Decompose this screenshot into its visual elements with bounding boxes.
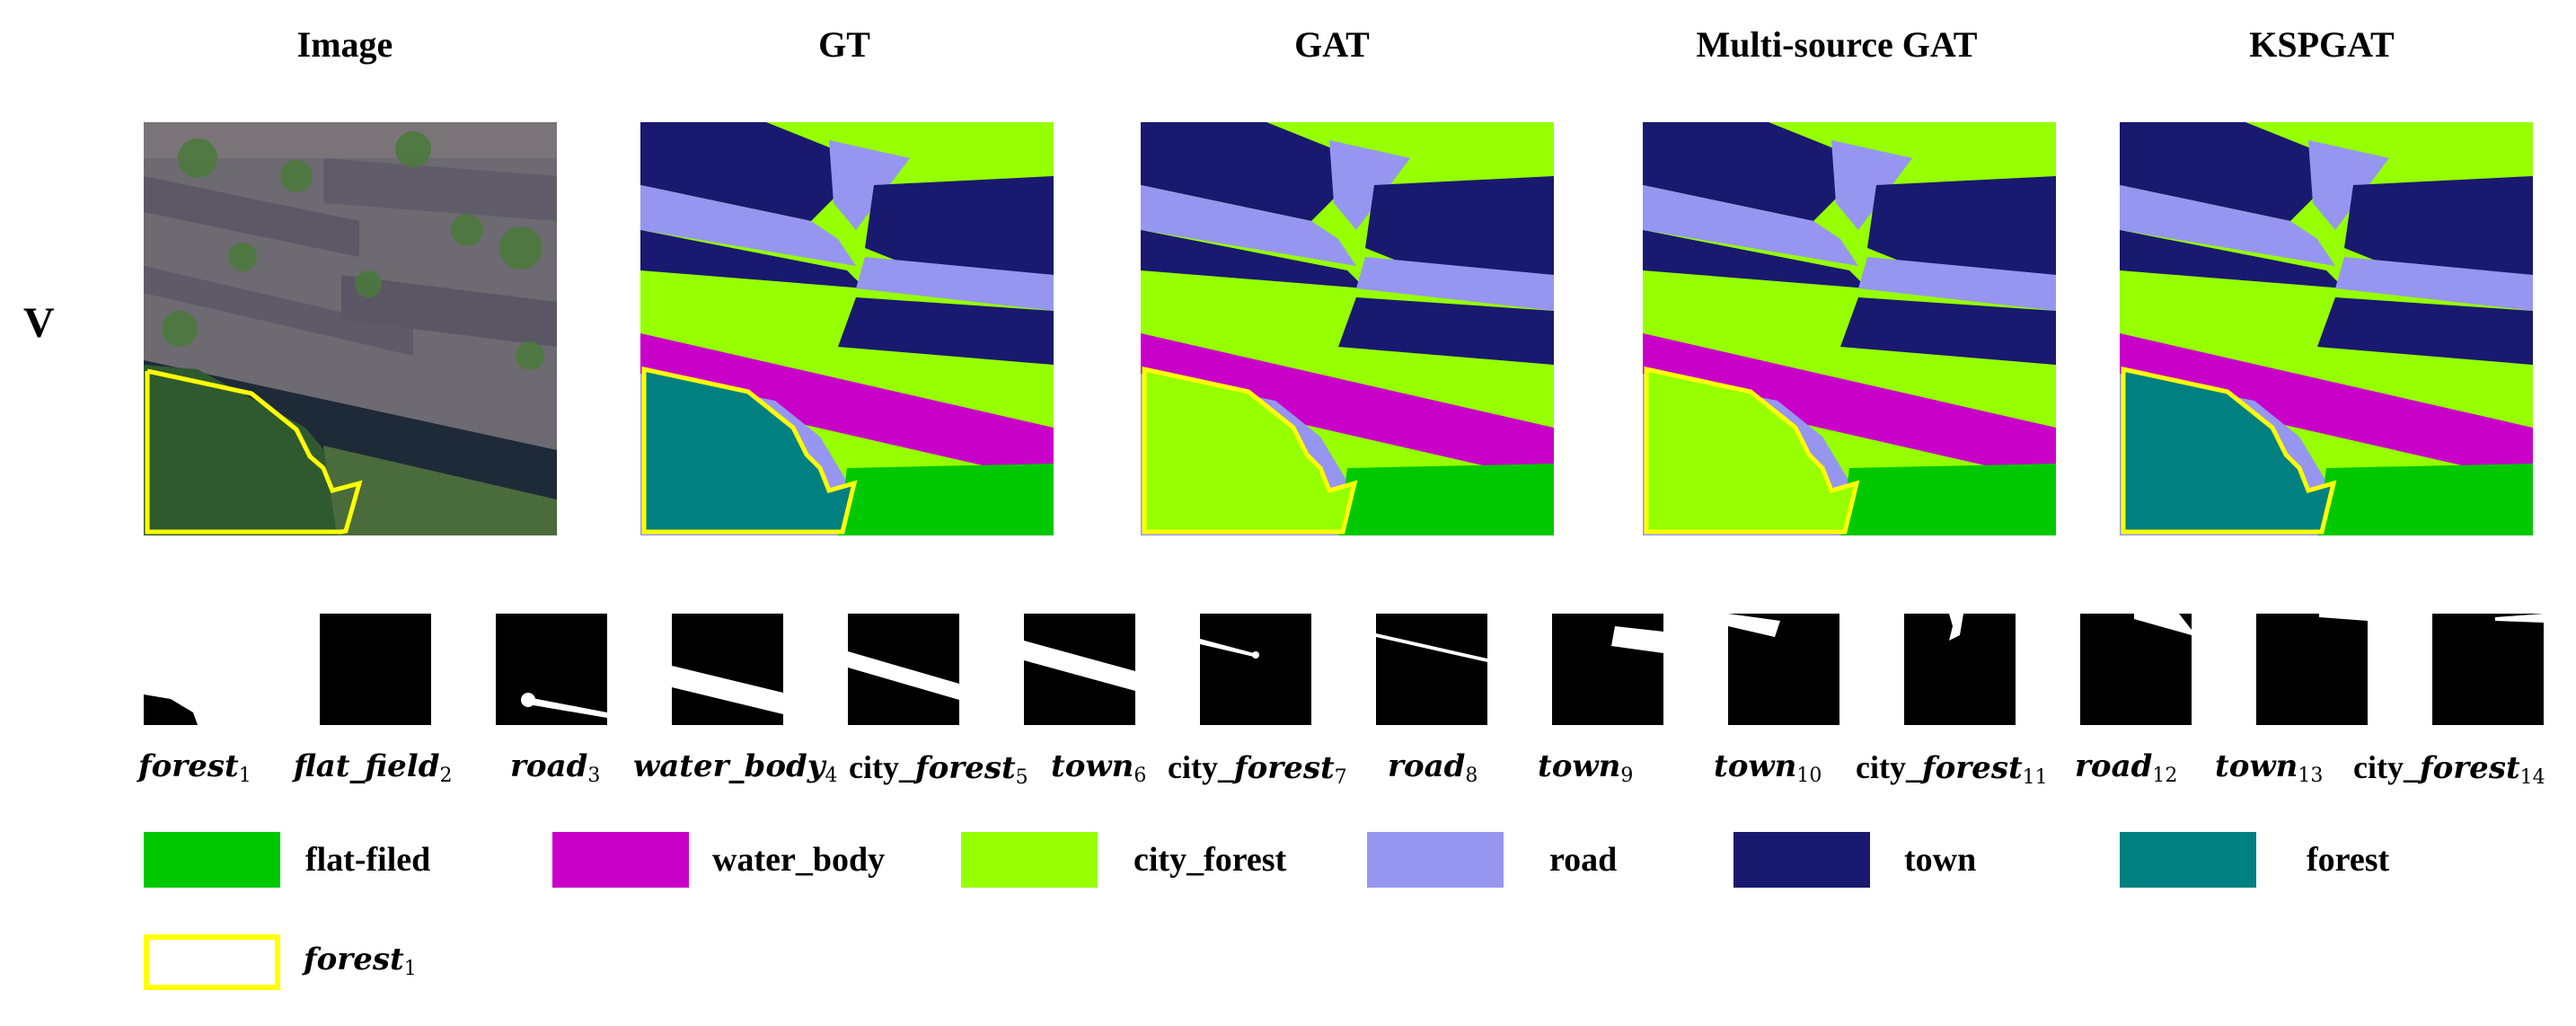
mask-town-13: [2256, 614, 2368, 725]
col-title-kspgat: KSPGAT: [2249, 24, 2395, 65]
mask-flat-field-2: [320, 614, 431, 725]
aerial-image: [144, 122, 557, 535]
mask-label: flat_field2: [294, 748, 453, 787]
mask-label: town13: [2215, 748, 2324, 787]
mask-label: water_body4: [633, 748, 838, 787]
legend-swatch-town: [1734, 832, 1870, 888]
mask-forest-1: [144, 614, 255, 725]
multi-source-gat-map: [1643, 122, 2056, 535]
legend-label-forest: forest: [2307, 841, 2390, 879]
row-label: V: [23, 299, 55, 347]
mask-label: city_forest11: [1856, 749, 2048, 789]
gat-map: [1141, 122, 1554, 535]
mask-label: forest1: [138, 748, 251, 787]
col-title-image: Image: [296, 24, 393, 65]
col-title-gt: GT: [818, 24, 870, 65]
gt-map: [640, 122, 1054, 535]
legend-swatch-highlight: [144, 934, 280, 990]
mask-label: road3: [510, 748, 601, 787]
mask-road-12: [2080, 614, 2192, 725]
legend-label-water-body: water_body: [712, 841, 886, 879]
col-title-multi-source-gat: Multi-source GAT: [1696, 24, 1978, 65]
mask-label: road8: [1388, 748, 1478, 787]
mask-label: road12: [2075, 748, 2178, 787]
mask-label: city_forest14: [2353, 749, 2545, 789]
legend-swatch-water-body: [552, 832, 689, 888]
kspgat-map: [2120, 122, 2533, 535]
legend-swatch-forest: [2120, 832, 2256, 888]
legend-swatch-road: [1367, 832, 1504, 888]
legend-label-highlight: forest1: [304, 942, 417, 980]
mask-water-body-4: [672, 614, 783, 725]
mask-label: town6: [1051, 748, 1147, 787]
legend-label-town: town: [1904, 841, 1977, 879]
legend-swatch-city-forest: [961, 832, 1098, 888]
mask-label: town9: [1538, 748, 1634, 787]
mask-label: city_forest5: [849, 749, 1028, 789]
legend-label-road: road: [1549, 841, 1618, 879]
mask-city-forest-11: [1904, 614, 2016, 725]
legend-label-city-forest: city_forest: [1134, 841, 1287, 879]
mask-label: town10: [1714, 748, 1822, 787]
legend-label-flat-field: flat-filed: [305, 841, 431, 879]
mask-town-10: [1728, 614, 1839, 725]
mask-city-forest-14: [2432, 614, 2544, 725]
mask-road-8: [1376, 614, 1487, 725]
mask-town-6: [1024, 614, 1135, 725]
col-title-gat: GAT: [1294, 24, 1370, 65]
mask-city-forest-5: [848, 614, 959, 725]
mask-city-forest-7: [1200, 614, 1311, 725]
mask-town-9: [1552, 614, 1663, 725]
mask-road-3: [496, 614, 607, 725]
legend-swatch-flat-field: [144, 832, 280, 888]
mask-label: city_forest7: [1168, 749, 1347, 789]
